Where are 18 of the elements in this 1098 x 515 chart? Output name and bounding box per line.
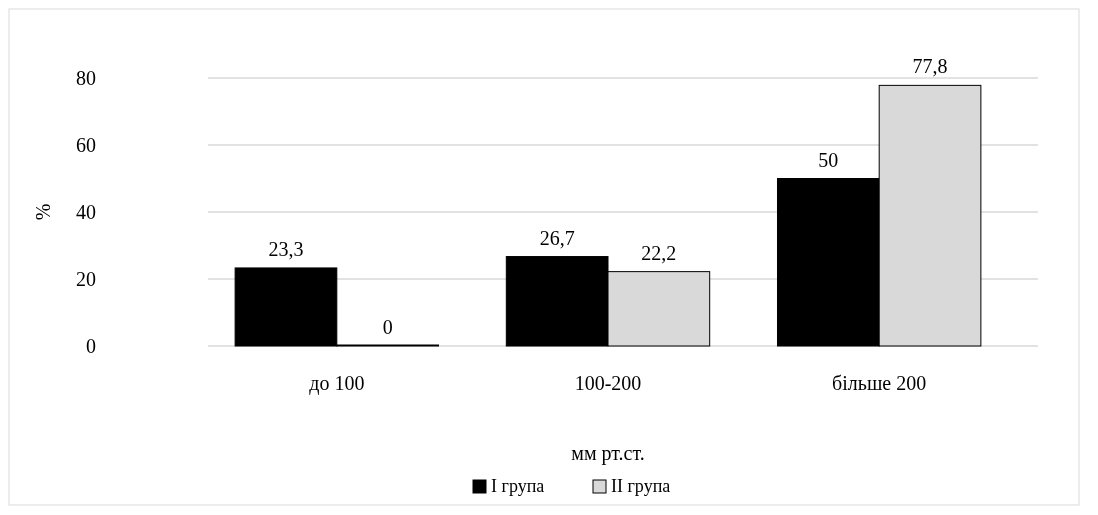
x-tick-label: більше 200 bbox=[832, 372, 927, 394]
y-axis-title: % bbox=[32, 203, 54, 221]
y-tick-label: 60 bbox=[76, 134, 96, 156]
y-tick-label: 20 bbox=[76, 268, 96, 290]
y-tick-label: 80 bbox=[76, 67, 96, 89]
data-label: 0 bbox=[382, 316, 393, 338]
data-label: 77,8 bbox=[912, 55, 948, 78]
x-tick-label: 100-200 bbox=[574, 372, 642, 394]
legend-label: I група bbox=[491, 476, 545, 496]
y-tick-label: 40 bbox=[76, 201, 96, 223]
data-label: 26,7 bbox=[539, 226, 575, 249]
y-tick-label: 0 bbox=[86, 335, 96, 357]
legend-label: II група bbox=[611, 476, 671, 496]
data-label: 22,2 bbox=[641, 241, 677, 264]
x-axis-title: мм рт.ст. bbox=[571, 442, 645, 465]
data-label: 50 bbox=[818, 148, 839, 171]
x-tick-label: до 100 bbox=[309, 372, 365, 395]
data-label: 23,3 bbox=[268, 237, 304, 260]
